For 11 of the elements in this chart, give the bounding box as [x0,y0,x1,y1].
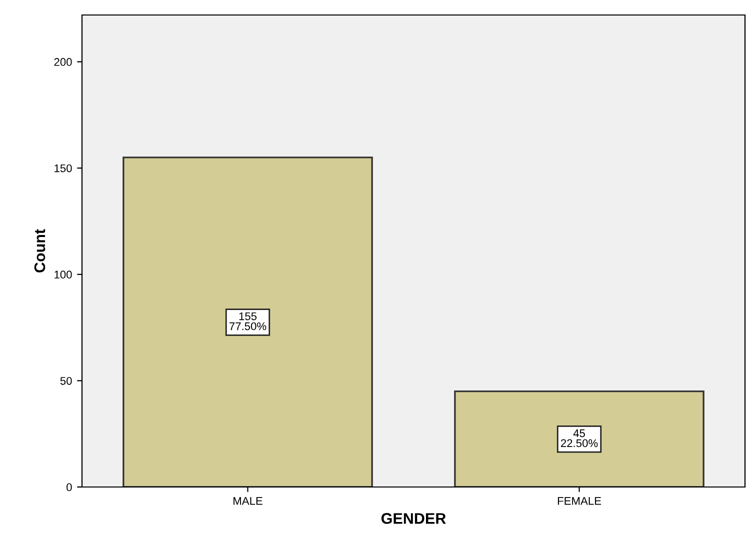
y-axis-title: Count [34,229,46,272]
y-tick-label: 0 [66,483,72,492]
x-tick-label: MALE [234,497,262,505]
x-tick-label: FEMALE [558,497,601,505]
data-label: 45 22.50% [560,429,598,448]
y-tick-label: 50 [60,376,72,385]
x-axis-title: GENDER [381,513,446,524]
y-tick-label: 200 [54,58,72,66]
data-label: 155 77.50% [229,312,266,330]
y-tick-label: 100 [54,270,72,279]
y-tick-label: 150 [54,164,72,172]
